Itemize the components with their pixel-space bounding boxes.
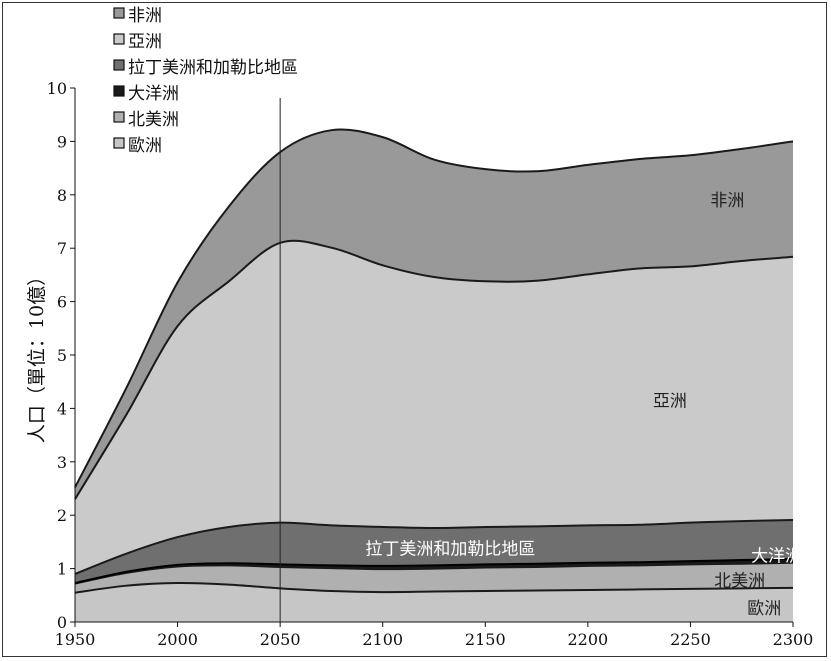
legend-item: 歐洲 — [113, 136, 162, 156]
y-tick-label: 3 — [57, 453, 67, 472]
area-拉丁美洲和加勒比地區 — [75, 520, 793, 584]
area-歐洲 — [75, 582, 793, 622]
legend-label: 拉丁美洲和加勒比地區 — [128, 58, 298, 78]
legend-swatch — [113, 137, 125, 149]
y-tick-label: 5 — [57, 346, 67, 365]
area-label-歐洲: 歐洲 — [747, 599, 781, 619]
axes: 0 1 2 3 4 5 6 7 8 9 10 1950 2000 2050 2100 2150 2200 2250… — [47, 79, 814, 649]
boundary-北美洲 — [74, 561, 794, 585]
legend-swatch — [113, 33, 125, 45]
legend-label: 歐洲 — [128, 136, 162, 156]
x-tick-label: 1950 — [55, 630, 96, 649]
legend-label: 北美洲 — [128, 110, 179, 130]
y-tick-label: 9 — [57, 132, 67, 151]
area-label-北美洲: 北美洲 — [714, 571, 765, 591]
x-tick-label: 2300 — [773, 630, 814, 649]
x-tick-label: 2000 — [157, 630, 198, 649]
y-tick-label: 10 — [47, 79, 67, 98]
y-tick-label: 6 — [57, 293, 67, 312]
legend-swatch — [113, 7, 125, 19]
x-tick-label: 2050 — [260, 630, 301, 649]
y-tick-label: 0 — [57, 613, 67, 632]
boundary-歐洲 — [74, 582, 794, 594]
area-亞洲 — [75, 240, 793, 574]
legend-item: 非洲 — [113, 6, 162, 26]
boundary-拉丁美洲和加勒比地區 — [74, 519, 794, 575]
y-tick-label: 1 — [57, 560, 67, 579]
legend-item: 北美洲 — [113, 110, 179, 130]
legend-swatch — [113, 59, 125, 71]
y-tick-label: 7 — [57, 239, 67, 258]
boundary-非洲 — [74, 128, 794, 488]
legend-label: 大洋洲 — [128, 84, 179, 104]
y-tick-label: 4 — [57, 399, 67, 418]
area-北美洲 — [75, 562, 793, 593]
boundary-大洋洲 — [74, 557, 794, 584]
area-label-大洋洲: 大洋洲 — [751, 546, 802, 566]
area-非洲 — [75, 129, 793, 500]
x-tick-label: 2250 — [670, 630, 711, 649]
legend-swatch — [113, 111, 125, 123]
y-tick-label: 8 — [57, 186, 67, 205]
area-label-非洲: 非洲 — [710, 191, 744, 211]
legend-swatch — [113, 85, 125, 97]
x-tick-label: 2200 — [567, 630, 608, 649]
x-tick-label: 2100 — [362, 630, 403, 649]
x-tick-label: 2150 — [465, 630, 506, 649]
y-axis-label: 人口（單位：10億） — [26, 267, 48, 443]
legend-label: 亞洲 — [128, 32, 162, 52]
legend-label: 非洲 — [128, 6, 162, 26]
boundary-亞洲 — [74, 239, 794, 500]
area-label-亞洲: 亞洲 — [653, 391, 687, 411]
legend-item: 拉丁美洲和加勒比地區 — [113, 58, 298, 78]
legend-item: 大洋洲 — [113, 84, 179, 104]
boundary-lines — [74, 128, 794, 594]
y-tick-label: 2 — [57, 506, 67, 525]
legend-item: 亞洲 — [113, 32, 162, 52]
area-label-拉丁美洲和加勒比地區: 拉丁美洲和加勒比地區 — [365, 539, 535, 559]
